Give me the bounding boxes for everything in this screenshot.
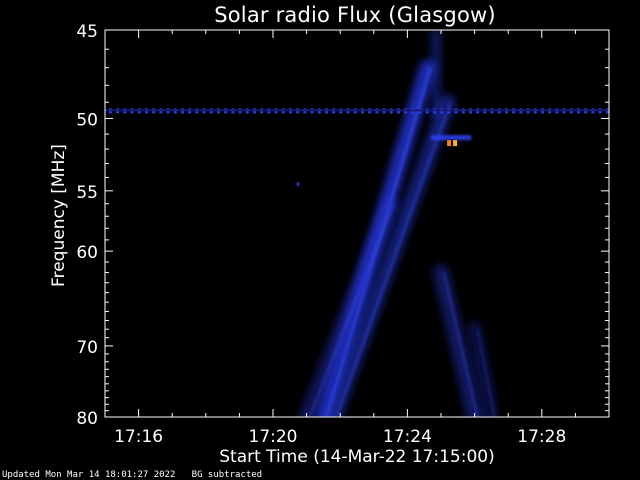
y-tick-label: 70 (76, 338, 98, 358)
emission-bar (430, 135, 472, 141)
burst-lane-3 (298, 195, 399, 417)
burst-core-2 (335, 101, 453, 417)
emission-streak-top (430, 30, 441, 119)
y-tick-label: 55 (76, 183, 98, 203)
hot-spot-a (447, 140, 452, 147)
updated-text: Updated Mon Mar 14 18:01:27 2022 (2, 470, 176, 480)
axes: 45 50 55 60 70 80 17:16 17:20 17:24 17:28 Start Ti… (49, 22, 610, 467)
burst-lane-4 (433, 264, 483, 417)
x-tick-label: 17:20 (249, 427, 298, 447)
burst-core-5 (476, 328, 496, 417)
y-tick-label: 80 (76, 409, 98, 429)
burst-core-4 (442, 272, 480, 417)
y-tick-label: 50 (76, 110, 98, 130)
hot-spot-b (453, 140, 458, 147)
plot-frame (104, 29, 610, 418)
burst-lane-5 (466, 321, 500, 417)
plot-area (105, 30, 609, 417)
footer-status: Updated Mon Mar 14 18:01:27 2022 BG subt… (2, 470, 262, 480)
chart-title: Solar radio Flux (Glasgow) (214, 3, 496, 27)
x-tick-label: 17:28 (517, 427, 566, 447)
y-axis-label: Frequency [MHz] (49, 144, 69, 287)
x-tick-label: 17:16 (114, 427, 163, 447)
x-tick-label: 17:24 (383, 427, 432, 447)
noise-blip (296, 182, 300, 187)
y-tick-label: 60 (76, 243, 98, 263)
burst-lane-2 (325, 94, 456, 417)
bg-mode-text: BG subtracted (191, 470, 263, 480)
y-tick-label: 45 (76, 22, 98, 42)
x-axis-label: Start Time (14-Mar-22 17:15:00) (219, 447, 494, 467)
burst-core-3 (308, 203, 395, 417)
